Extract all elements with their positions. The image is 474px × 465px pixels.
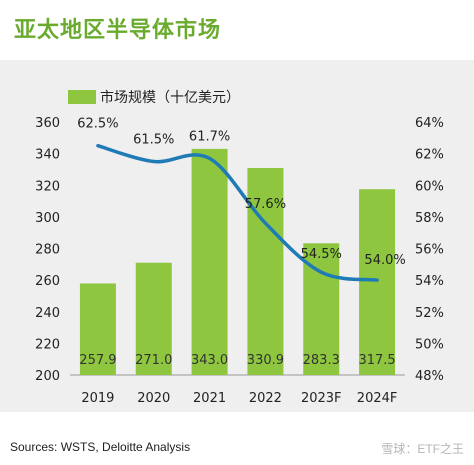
- y-right-tick-label: 56%: [415, 243, 444, 258]
- y-right-tick-label: 58%: [415, 211, 444, 226]
- y-left-tick-label: 300: [35, 211, 60, 226]
- line-value-label: 54.5%: [301, 247, 342, 262]
- x-tick-label: 2022: [249, 391, 282, 406]
- bar-value-label: 257.9: [79, 353, 116, 368]
- bar-value-label: 317.5: [358, 353, 395, 368]
- y-left-tick-label: 240: [35, 306, 60, 321]
- y-right-tick-label: 62%: [415, 148, 444, 163]
- y-left-tick-label: 320: [35, 179, 60, 194]
- y-right-tick-label: 60%: [415, 179, 444, 194]
- line-value-label: 57.6%: [245, 197, 286, 212]
- chart-title: 亚太地区半导体市场: [14, 18, 222, 43]
- y-left-tick-label: 280: [35, 243, 60, 258]
- y-right-tick-label: 52%: [415, 306, 444, 321]
- bar: [359, 189, 396, 375]
- bar-value-label: 343.0: [191, 353, 228, 368]
- x-tick-label: 2023F: [301, 391, 342, 406]
- y-right-tick-label: 48%: [415, 369, 444, 384]
- y-left-tick-label: 220: [35, 337, 60, 352]
- combo-chart: 市场规模（十亿美元） 200 220 240 260 280 300 320 340 360 48%…: [35, 89, 444, 406]
- x-tick-label: 2019: [81, 391, 114, 406]
- line-value-label: 61.7%: [189, 129, 230, 144]
- x-tick-label: 2020: [137, 391, 170, 406]
- bar: [79, 283, 116, 375]
- line-value-label: 62.5%: [77, 117, 118, 132]
- y-right-tick-label: 64%: [415, 116, 444, 131]
- source-note: Sources: WSTS, Deloitte Analysis: [10, 440, 191, 454]
- legend-label: 市场规模（十亿美元）: [100, 89, 240, 106]
- y-left-tick-label: 340: [35, 148, 60, 163]
- legend-swatch: [68, 90, 96, 104]
- y-left-tick-label: 360: [35, 116, 60, 131]
- y-left-tick-label: 200: [35, 369, 60, 384]
- bar-value-label: 271.0: [135, 353, 172, 368]
- bar: [247, 168, 284, 375]
- watermark: 雪球：ETF之王: [381, 442, 464, 456]
- line-value-label: 61.5%: [133, 133, 174, 148]
- bar: [191, 148, 228, 375]
- share-line: [96, 143, 379, 282]
- y-left-tick-label: 260: [35, 274, 60, 289]
- line-value-label: 54.0%: [364, 253, 405, 268]
- bar-value-label: 330.9: [247, 353, 284, 368]
- x-tick-label: 2024F: [357, 391, 398, 406]
- bar-value-label: 283.3: [303, 353, 340, 368]
- x-tick-label: 2021: [193, 391, 226, 406]
- y-right-tick-label: 50%: [415, 337, 444, 352]
- y-right-tick-label: 54%: [415, 274, 444, 289]
- bar: [135, 262, 172, 375]
